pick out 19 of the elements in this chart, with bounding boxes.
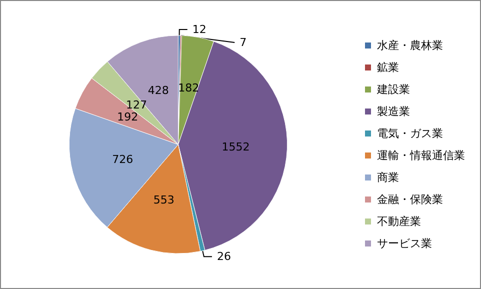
data-label: 192 — [117, 110, 138, 124]
legend-label: 商業 — [377, 171, 399, 184]
data-label: 12 — [192, 22, 206, 36]
legend-label: 水産・農林業 — [377, 39, 443, 52]
data-label: 726 — [112, 152, 134, 166]
legend-label: 運輸・情報通信業 — [377, 149, 465, 162]
data-label: 7 — [240, 36, 247, 49]
data-label: 1552 — [222, 140, 250, 154]
data-label: 428 — [148, 84, 169, 98]
legend-label: 建設業 — [376, 83, 410, 96]
legend-label: 電気・ガス業 — [377, 127, 443, 140]
data-label: 553 — [153, 194, 174, 207]
data-label: 26 — [216, 250, 231, 264]
legend-label: 不動産業 — [377, 215, 421, 228]
legend-label: 鉱業 — [377, 61, 399, 74]
legend-label: 製造業 — [377, 105, 410, 118]
legend-label: 金融・保険業 — [377, 193, 443, 206]
legend-label: サービス業 — [377, 237, 432, 250]
data-label: 127 — [126, 98, 147, 112]
